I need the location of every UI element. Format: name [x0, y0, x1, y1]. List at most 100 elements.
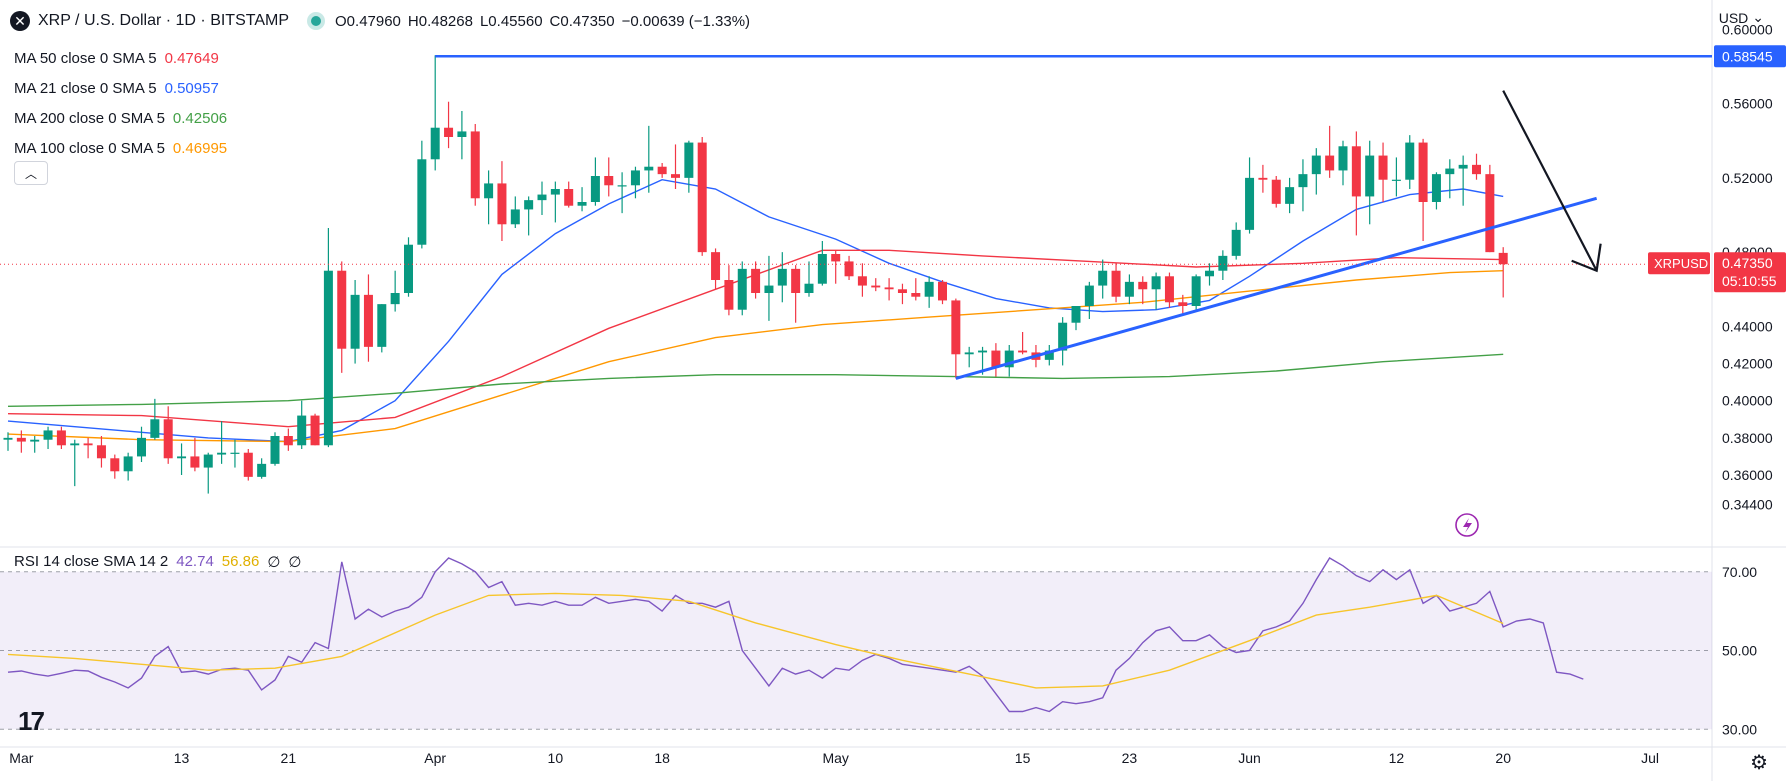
candle-body: [590, 176, 600, 202]
rsi-legend[interactable]: RSI 14 close SMA 14 2 42.74 56.86 ∅ ∅: [14, 553, 302, 571]
candle: [203, 452, 213, 494]
candle: [363, 274, 373, 362]
ma-legend-row[interactable]: MA 200 close 0 SMA 5 0.42506: [14, 104, 227, 134]
candle-body: [604, 176, 614, 186]
ma-legend-row[interactable]: MA 50 close 0 SMA 5 0.47649: [14, 44, 227, 74]
rsi-extra-2: ∅: [288, 554, 302, 571]
rsi-tick-label: 70.00: [1722, 564, 1757, 580]
candle: [470, 124, 480, 206]
candle: [1405, 135, 1415, 189]
candle-body: [1044, 350, 1054, 360]
collapse-legend-button[interactable]: ︿: [14, 161, 48, 185]
candle: [96, 436, 106, 468]
candle: [1151, 272, 1161, 310]
price-tick-label: 0.56000: [1722, 96, 1773, 112]
candle: [457, 111, 467, 160]
candle-body: [537, 194, 547, 201]
candle: [711, 248, 721, 290]
candle-body: [751, 268, 761, 293]
candle: [524, 196, 534, 236]
candle-body: [1218, 255, 1228, 271]
candle-body: [217, 452, 227, 455]
candle: [751, 261, 761, 299]
close-value: C0.47350: [549, 12, 615, 30]
candle-body: [56, 430, 66, 446]
candle-body: [1245, 177, 1255, 230]
ma-value: 0.42506: [172, 110, 228, 127]
candle: [644, 125, 654, 193]
candle: [831, 250, 841, 284]
candle-body: [1405, 142, 1415, 180]
candle-body: [871, 285, 881, 288]
candle: [1351, 131, 1361, 236]
candle-body: [724, 280, 734, 310]
symbol-title[interactable]: XRP / U.S. Dollar · 1D · BITSTAMP: [38, 12, 290, 29]
ma-value: 0.46995: [172, 140, 228, 157]
ma-legend-row[interactable]: MA 21 close 0 SMA 5 0.50957: [14, 74, 227, 104]
candle-body: [310, 415, 320, 446]
candle: [1271, 176, 1281, 208]
tradingview-logo-icon[interactable]: 17: [18, 706, 45, 736]
candle-body: [363, 294, 373, 347]
ma-legend-row[interactable]: MA 100 close 0 SMA 5 0.46995: [14, 134, 227, 164]
candle-body: [497, 183, 507, 225]
candle: [43, 426, 53, 449]
candle: [323, 228, 333, 448]
support-trendline: [955, 196, 1598, 380]
candle: [417, 140, 427, 249]
ticker-tag: [1648, 252, 1710, 275]
candle: [390, 270, 400, 312]
candle-body: [1258, 177, 1268, 180]
candle: [938, 280, 947, 305]
candle: [1418, 138, 1428, 241]
market-open-indicator: [311, 16, 322, 26]
candle: [617, 172, 627, 214]
candle-body: [3, 437, 13, 440]
candle-body: [884, 287, 894, 290]
candle-body: [16, 437, 26, 442]
candle-body: [417, 159, 427, 245]
candle: [991, 343, 1001, 377]
candle-body: [924, 281, 934, 297]
candle: [1205, 263, 1214, 286]
candle: [604, 157, 614, 197]
ma200-line: [7, 353, 1504, 407]
candle-body: [1191, 276, 1201, 306]
candle-body: [1325, 155, 1335, 171]
candle: [497, 161, 507, 241]
candle-body: [484, 183, 494, 199]
last-price-label: 0.47350: [1722, 255, 1773, 271]
candle: [1111, 263, 1121, 303]
candle-body: [1498, 252, 1508, 265]
candle-body: [1231, 229, 1241, 256]
x-logo-icon[interactable]: ✕: [10, 11, 30, 31]
candle-body: [1378, 155, 1388, 180]
chevron-down-icon: ⌄: [1752, 9, 1764, 25]
candle: [1378, 142, 1388, 202]
candle: [1018, 332, 1028, 355]
candle: [1472, 153, 1481, 180]
candle: [1138, 276, 1148, 305]
candle: [1365, 140, 1375, 225]
candle-body: [1205, 270, 1214, 277]
price-tick-label: 0.44000: [1722, 318, 1773, 334]
rsi-line: [7, 557, 1584, 713]
candle-body: [630, 170, 640, 186]
candle: [884, 278, 894, 301]
chart-header: ✕ XRP / U.S. Dollar · 1D · BITSTAMP O0.4…: [10, 11, 750, 31]
candle-body: [377, 304, 387, 347]
candle: [1084, 281, 1094, 319]
candle: [804, 261, 814, 297]
candle-body: [230, 452, 240, 454]
currency-selector[interactable]: USD ⌄: [1719, 9, 1764, 26]
candle-body: [110, 458, 120, 472]
candle: [924, 276, 934, 308]
candle-body: [1472, 164, 1481, 175]
price-tick-label: 0.34400: [1722, 497, 1773, 513]
candle: [243, 449, 253, 481]
price-tick-label: 0.38000: [1722, 430, 1773, 446]
change-value: −0.00639 (−1.33%): [621, 12, 751, 30]
gear-icon[interactable]: ⚙: [1750, 752, 1768, 774]
candle: [1164, 272, 1174, 308]
